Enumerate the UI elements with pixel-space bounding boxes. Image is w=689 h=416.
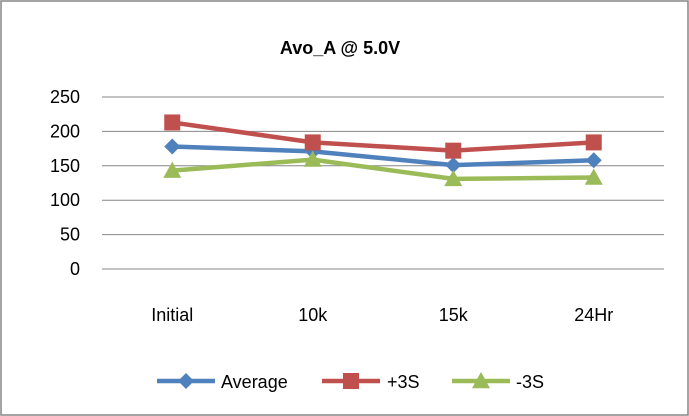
legend-item: -3S [452,372,544,392]
y-axis-tick-labels: 0 50 100 150 200 250 [50,87,80,279]
x-tick-label: Initial [151,305,193,325]
series-lines [163,114,603,187]
legend: Average +3S -3S [157,372,544,392]
gridlines [102,96,664,236]
y-tick-label: 150 [50,156,80,176]
data-point [164,138,181,155]
x-tick-label: 10k [298,305,328,325]
y-tick-label: 0 [70,259,80,279]
legend-label: -3S [516,372,544,392]
data-point [303,150,322,167]
series-3 [163,150,603,187]
data-point [164,114,181,131]
legend-marker [472,372,490,389]
x-tick-label: 24Hr [574,305,613,325]
legend-marker [343,373,359,389]
data-point [585,152,602,169]
series-2 [164,114,602,159]
legend-label: +3S [387,372,420,392]
series-line [172,157,594,182]
x-tick-label: 15k [439,305,469,325]
legend-marker [178,373,194,389]
y-tick-label: 250 [50,87,80,107]
y-tick-label: 200 [50,121,80,141]
data-point [585,134,602,151]
data-point [163,161,182,178]
series-line [171,120,594,153]
chart-title: Avo_A @ 5.0V [280,38,400,58]
legend-label: Average [221,372,288,392]
legend-item: Average [157,372,288,392]
series-line [172,144,594,168]
y-tick-label: 100 [50,190,80,210]
data-point [584,168,603,185]
data-point [304,134,321,151]
legend-item: +3S [322,372,420,392]
data-point [444,169,463,187]
x-axis-tick-labels: Initial 10k 15k 24Hr [151,305,613,325]
y-tick-label: 50 [60,225,80,245]
data-point [445,157,462,174]
data-point [445,142,462,159]
